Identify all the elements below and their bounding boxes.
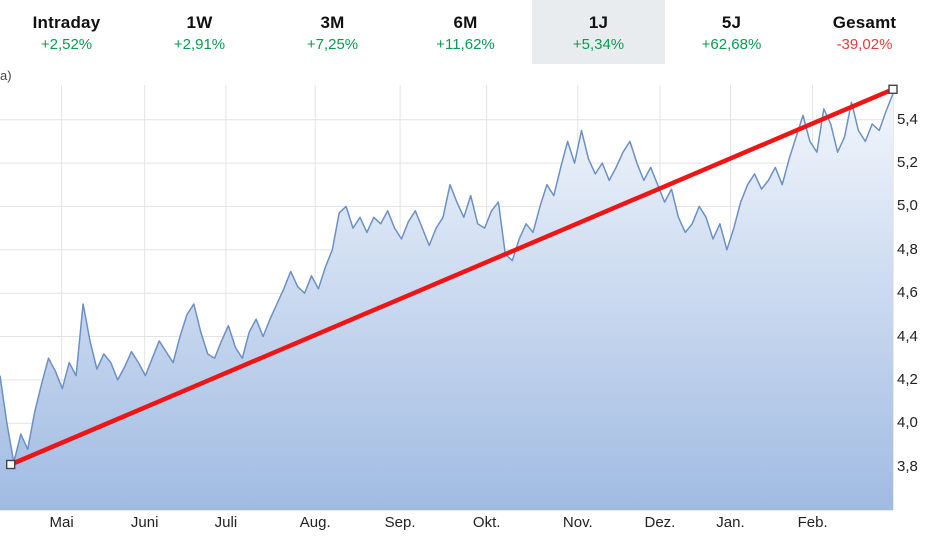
- tab-5j[interactable]: 5J +62,68%: [665, 0, 798, 64]
- tab-change-value: +11,62%: [436, 36, 495, 53]
- y-axis-label: 5,2: [897, 154, 918, 172]
- tab-1w[interactable]: 1W +2,91%: [133, 0, 266, 64]
- x-axis-label: Okt.: [472, 514, 501, 531]
- x-axis-label: Jan.: [716, 514, 745, 531]
- tab-change-value: +7,25%: [306, 36, 359, 53]
- x-axis-label: Aug.: [299, 514, 331, 531]
- tab-1j[interactable]: 1J +5,34%: [532, 0, 665, 64]
- y-axis-label: 4,6: [897, 284, 918, 302]
- tab-label: 6M: [453, 13, 478, 32]
- price-chart[interactable]: [0, 84, 931, 511]
- x-axis-label: Feb.: [797, 514, 828, 531]
- tab-6m[interactable]: 6M +11,62%: [399, 0, 532, 64]
- tab-label: Gesamt: [832, 13, 897, 32]
- trend-handle-start[interactable]: [5, 459, 16, 470]
- x-axis-label: Juli: [214, 514, 238, 531]
- tab-change-value: +5,34%: [572, 36, 625, 53]
- x-axis-label: Juni: [130, 514, 159, 531]
- y-axis-label: 3,8: [897, 457, 918, 475]
- tab-change-value: -39,02%: [836, 36, 893, 53]
- y-axis-label: 5,0: [897, 197, 918, 215]
- x-axis-label: Dez.: [644, 514, 676, 531]
- tab-change-value: +2,52%: [40, 36, 93, 53]
- y-axis-label: 5,4: [897, 110, 918, 128]
- y-axis-label: 4,0: [897, 414, 918, 432]
- price-area-fill: [0, 93, 893, 510]
- y-axis-label: 4,4: [897, 327, 918, 345]
- period-tabbar: Intraday +2,52% 1W +2,91% 3M +7,25% 6M +11,62% 1…: [0, 0, 931, 64]
- tab-change-value: +62,68%: [701, 36, 762, 53]
- tab-label: 5J: [721, 13, 742, 32]
- tab-label: 1W: [186, 13, 213, 32]
- trend-handle-end[interactable]: [888, 84, 898, 95]
- trend-line[interactable]: [9, 87, 894, 467]
- corner-label: a): [0, 68, 12, 83]
- y-axis-label: 4,8: [897, 240, 918, 258]
- x-axis-label: Mai: [49, 514, 74, 531]
- tab-label: 3M: [320, 13, 345, 32]
- tab-intraday[interactable]: Intraday +2,52%: [0, 0, 133, 64]
- y-axis-label: 4,2: [897, 370, 918, 388]
- tab-label: Intraday: [32, 13, 101, 32]
- tab-label: 1J: [588, 13, 609, 32]
- tab-gesamt[interactable]: Gesamt -39,02%: [798, 0, 931, 64]
- chart-area: a) 3,8 4,0 4,2 4,4 4,6 4,8 5,0 5,2 5,4 Mai Juni Jul…: [0, 64, 931, 540]
- x-axis-label: Nov.: [562, 514, 593, 531]
- tab-change-value: +2,91%: [173, 36, 226, 53]
- price-line: [0, 93, 894, 464]
- tab-3m[interactable]: 3M +7,25%: [266, 0, 399, 64]
- x-axis-label: Sep.: [384, 514, 416, 531]
